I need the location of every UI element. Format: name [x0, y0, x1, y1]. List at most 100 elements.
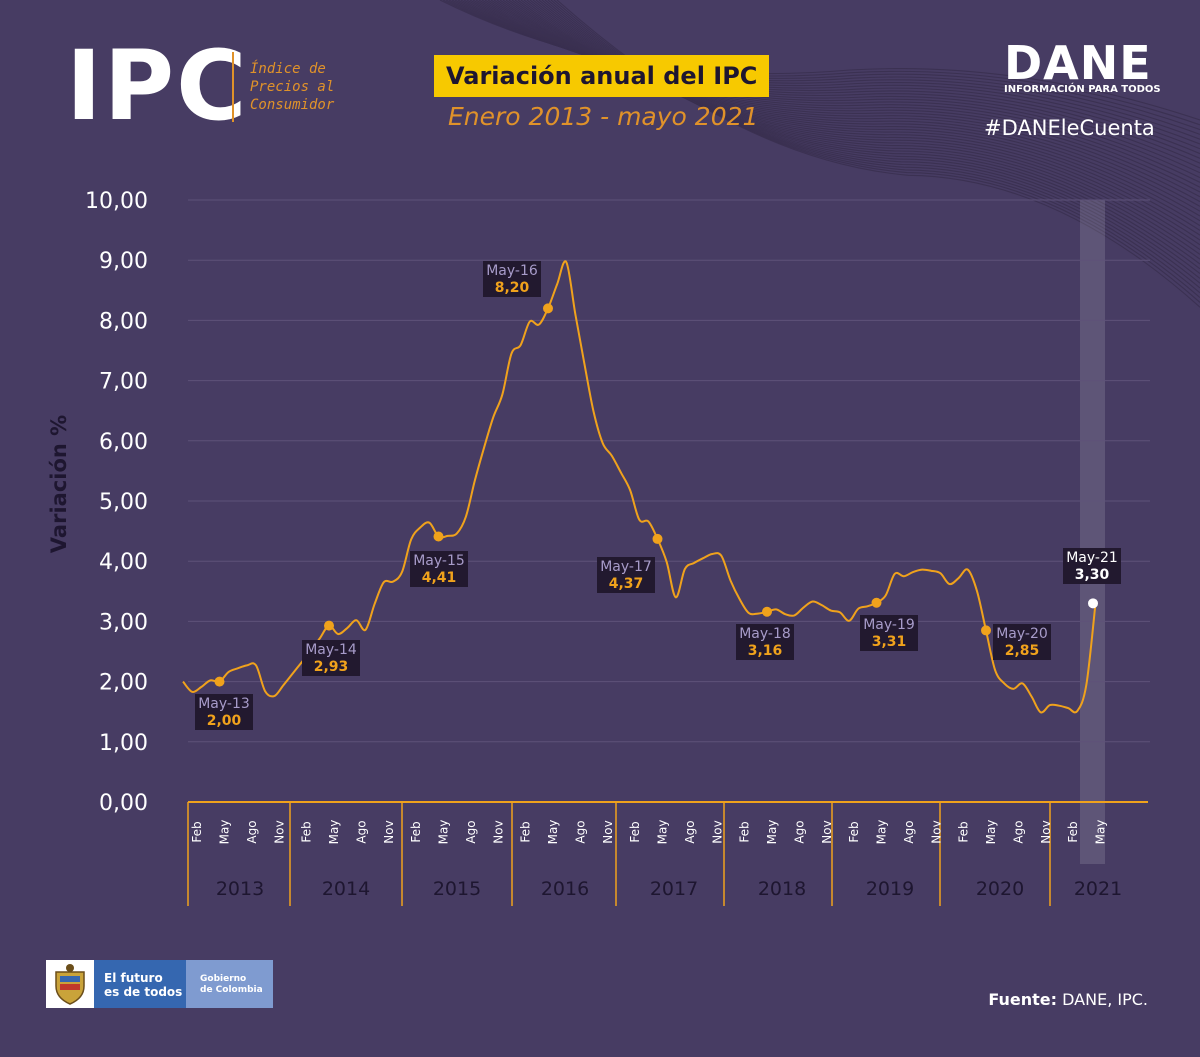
annotation-name: May-14 — [305, 642, 357, 658]
y-tick-label: 4,00 — [99, 550, 148, 575]
annotation-value: 2,85 — [1005, 643, 1040, 659]
annotation-box — [483, 261, 541, 297]
annotation-box — [302, 640, 360, 676]
y-tick-label: 6,00 — [99, 430, 148, 455]
year-label: 2016 — [541, 878, 589, 900]
annotation-box — [195, 694, 253, 730]
year-label: 2020 — [976, 878, 1024, 900]
month-tick-label: Ago — [902, 820, 916, 843]
annotation-box — [1063, 548, 1121, 584]
annotation-name: May-20 — [996, 626, 1048, 642]
annotation-box — [736, 624, 794, 660]
y-tick-label: 5,00 — [99, 490, 148, 515]
y-tick-label: 8,00 — [99, 309, 148, 334]
chart-subtitle: Enero 2013 - mayo 2021 — [448, 102, 759, 131]
annotation-value: 3,16 — [748, 643, 783, 659]
month-tick-label: Nov — [929, 820, 943, 843]
annotation-box — [597, 557, 655, 593]
month-tick-label: Feb — [409, 821, 423, 842]
annotation-name: May-21 — [1066, 550, 1118, 566]
gov-slogan-line2: es de todos — [104, 985, 183, 999]
month-tick-label: Ago — [354, 820, 368, 843]
year-label: 2017 — [650, 878, 698, 900]
dane-logo: DANE — [1004, 36, 1152, 90]
data-point-may-21 — [1088, 598, 1098, 609]
annotation-value: 4,37 — [609, 576, 644, 592]
year-label: 2021 — [1074, 878, 1122, 900]
gov-name-line1: Gobierno — [200, 974, 247, 984]
data-point-may-14 — [324, 620, 334, 631]
month-tick-label: May — [875, 820, 889, 845]
annotation-value: 8,20 — [495, 280, 530, 296]
month-tick-label: May — [765, 820, 779, 845]
month-tick-label: May — [1094, 820, 1108, 845]
month-tick-label: Nov — [601, 820, 615, 843]
month-tick-label: May — [437, 820, 451, 845]
coat-of-arms-icon — [46, 960, 94, 1008]
annotation-box — [993, 624, 1051, 660]
month-tick-label: Nov — [272, 820, 286, 843]
annotation-value: 2,93 — [314, 659, 349, 675]
data-point-may-15 — [433, 531, 444, 542]
month-tick-label: Feb — [519, 821, 533, 842]
y-tick-label: 9,00 — [99, 249, 148, 274]
year-label: 2015 — [433, 878, 481, 900]
highlight-bar-may-21 — [1080, 200, 1105, 864]
annotation-value: 3,30 — [1075, 567, 1110, 583]
data-point-may-13 — [214, 676, 225, 687]
y-axis-title: Variación % — [47, 415, 71, 553]
annotation-box — [410, 551, 468, 587]
data-point-may-19 — [871, 597, 882, 608]
government-logo: El futuro es de todos Gobierno de Colomb… — [46, 960, 273, 1008]
y-tick-label: 0,00 — [99, 791, 148, 816]
month-tick-label: Feb — [738, 821, 752, 842]
annotation-name: May-15 — [413, 553, 465, 569]
y-tick-label: 1,00 — [99, 731, 148, 756]
year-label: 2019 — [866, 878, 914, 900]
month-tick-label: Feb — [1066, 821, 1080, 842]
month-tick-label: May — [218, 820, 232, 845]
year-label: 2014 — [322, 878, 370, 900]
month-tick-label: Ago — [1011, 820, 1025, 843]
y-tick-label: 2,00 — [99, 671, 148, 696]
logo-subtitle-line1: Índice de — [250, 61, 326, 77]
month-tick-label: May — [546, 820, 560, 845]
annotation-name: May-18 — [739, 626, 791, 642]
gov-name-line2: de Colombia — [200, 985, 263, 995]
data-point-may-20 — [981, 625, 991, 636]
logo-subtitle-line2: Precios al — [250, 79, 335, 95]
logo-divider — [232, 52, 234, 122]
annotation-value: 3,31 — [872, 634, 907, 650]
month-tick-label: Ago — [245, 820, 259, 843]
month-tick-label: Feb — [628, 821, 642, 842]
year-label: 2018 — [758, 878, 806, 900]
month-tick-label: Feb — [847, 821, 861, 842]
month-tick-label: Nov — [491, 820, 505, 843]
month-tick-label: Ago — [464, 820, 478, 843]
chart-title: Variación anual del IPC — [434, 55, 770, 97]
y-tick-label: 7,00 — [99, 370, 148, 395]
ipc-logo: IPC — [66, 30, 249, 142]
month-tick-label: Nov — [710, 820, 724, 843]
annotation-box — [860, 615, 918, 651]
ipc-series-line — [182, 260, 1097, 714]
annotation-name: May-19 — [863, 617, 915, 633]
data-point-may-16 — [543, 303, 553, 314]
data-point-may-17 — [652, 533, 663, 544]
year-label: 2013 — [216, 878, 264, 900]
month-tick-label: May — [656, 820, 670, 845]
month-tick-label: Nov — [820, 820, 834, 843]
y-tick-label: 3,00 — [99, 610, 148, 635]
month-tick-label: Feb — [190, 821, 204, 842]
month-tick-label: Ago — [683, 820, 697, 843]
annotation-name: May-13 — [198, 696, 250, 712]
gov-name: Gobierno de Colombia — [186, 960, 273, 1008]
month-tick-label: Ago — [792, 820, 806, 843]
source-value: DANE, IPC. — [1057, 990, 1148, 1009]
gov-slogan-line1: El futuro — [104, 971, 163, 985]
annotation-name: May-17 — [600, 559, 652, 575]
month-tick-label: May — [327, 820, 341, 845]
annotation-value: 4,41 — [422, 570, 457, 586]
logo-subtitle: Índice de Precios al Consumidor — [250, 60, 390, 114]
